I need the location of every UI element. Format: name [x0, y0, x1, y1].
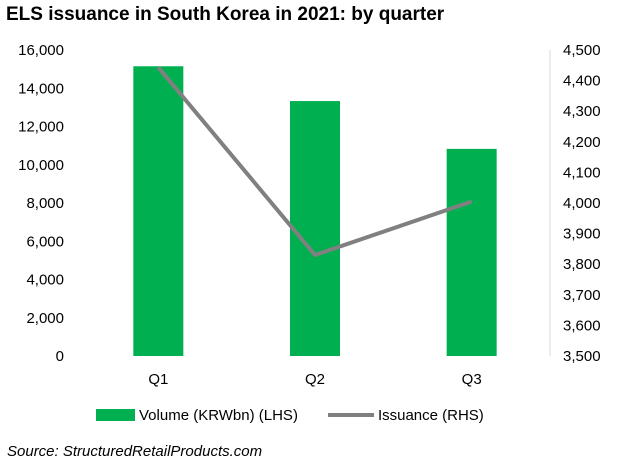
right-tick-label: 4,400: [563, 73, 601, 90]
right-tick-label: 3,700: [563, 287, 601, 304]
left-tick-label: 2,000: [26, 310, 64, 327]
left-tick-label: 4,000: [26, 272, 64, 289]
right-tick-label: 3,800: [563, 256, 601, 273]
legend-swatch-issuance: [327, 413, 374, 417]
category-label: Q3: [462, 371, 482, 388]
chart-plot: 0 2,000 4,000 6,000 8,000 10,000 12,000 14,000 1…: [18, 42, 601, 388]
legend-item-volume: Volume (KRWbn) (LHS): [96, 407, 298, 424]
category-label: Q2: [305, 371, 325, 388]
issuance-line: [156, 66, 473, 258]
legend-item-issuance: Issuance (RHS): [327, 406, 484, 424]
bar-volume: [290, 101, 340, 356]
right-tick-label: 4,300: [563, 103, 601, 120]
left-tick-label: 0: [56, 348, 64, 365]
left-tick-label: 16,000: [18, 42, 64, 59]
left-tick-label: 10,000: [18, 157, 64, 174]
bar-series: [133, 66, 497, 356]
right-axis-ticks: 3,500 3,600 3,700 3,800 3,900 4,000 4,100 4,200…: [563, 42, 601, 365]
right-tick-label: 3,600: [563, 317, 601, 334]
chart-title: ELS issuance in South Korea in 2021: by …: [6, 4, 445, 25]
right-tick-label: 4,200: [563, 134, 601, 151]
right-tick-label: 4,000: [563, 195, 601, 212]
legend-swatch-volume: [96, 409, 135, 421]
right-tick-label: 3,900: [563, 226, 601, 243]
category-label: Q1: [148, 371, 168, 388]
right-tick-label: 4,500: [563, 42, 601, 59]
legend-label-issuance: Issuance (RHS): [377, 406, 484, 424]
left-axis-ticks: 0 2,000 4,000 6,000 8,000 10,000 12,000 14,000 1…: [18, 42, 64, 365]
category-labels: Q1 Q2 Q3: [148, 371, 481, 388]
right-tick-label: 4,100: [563, 164, 601, 181]
source-note: Source: StructuredRetailProducts.com: [7, 443, 263, 460]
left-tick-label: 12,000: [18, 119, 64, 136]
bar-volume: [133, 66, 184, 356]
right-tick-label: 3,500: [563, 348, 601, 365]
left-tick-label: 6,000: [26, 233, 64, 250]
legend: Volume (KRWbn) (LHS) Issuance (RHS): [96, 405, 514, 425]
left-tick-label: 14,000: [18, 80, 64, 97]
bar-volume: [446, 148, 497, 356]
left-tick-label: 8,000: [26, 195, 64, 212]
legend-label-volume: Volume (KRWbn) (LHS): [139, 406, 298, 424]
